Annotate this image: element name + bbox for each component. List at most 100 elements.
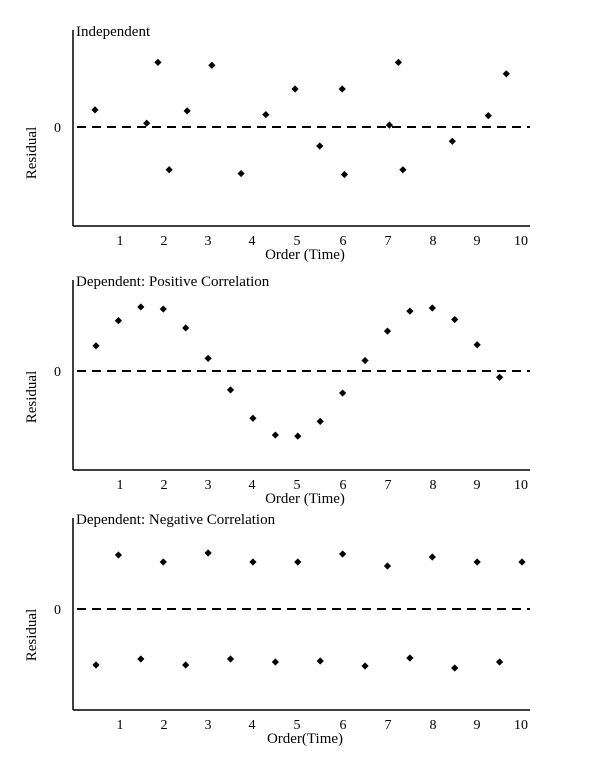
x-tick-label: 2 bbox=[161, 718, 168, 733]
x-tick-label: 4 bbox=[249, 478, 256, 493]
y-axis-title: Residual bbox=[24, 127, 40, 180]
x-tick-label: 5 bbox=[294, 718, 301, 733]
data-point bbox=[165, 166, 173, 174]
x-tick-label: 8 bbox=[430, 478, 437, 493]
data-point bbox=[226, 386, 235, 394]
x-axis-title: Order (Time) bbox=[265, 247, 345, 263]
data-point bbox=[383, 327, 392, 335]
data-point bbox=[114, 551, 123, 559]
data-point bbox=[159, 305, 167, 313]
data-point bbox=[271, 658, 279, 666]
data-point bbox=[249, 558, 257, 566]
data-point bbox=[451, 315, 459, 324]
data-point bbox=[502, 70, 510, 78]
data-point bbox=[338, 85, 346, 93]
y-tick-label: 0 bbox=[54, 603, 61, 618]
x-tick-label: 3 bbox=[205, 234, 212, 249]
data-point bbox=[294, 558, 302, 566]
data-point bbox=[262, 111, 270, 119]
y-axis-title: Residual bbox=[24, 609, 40, 662]
data-point bbox=[92, 342, 100, 350]
residual-panel-3: Dependent: Negative Correlation 0 Residual… bbox=[24, 512, 530, 747]
x-tick-label: 7 bbox=[385, 234, 392, 249]
data-point bbox=[451, 664, 459, 672]
x-tick-label: 9 bbox=[474, 718, 481, 733]
data-point bbox=[291, 85, 299, 93]
data-point bbox=[237, 169, 245, 178]
x-tick-label: 2 bbox=[161, 478, 168, 493]
x-tick-label: 5 bbox=[294, 478, 301, 493]
data-point bbox=[316, 142, 324, 150]
x-tick-label: 6 bbox=[340, 718, 347, 733]
panel-title: Independent bbox=[76, 24, 151, 40]
x-tick-label: 2 bbox=[161, 234, 168, 249]
data-point bbox=[428, 553, 436, 561]
x-tick-label: 3 bbox=[205, 718, 212, 733]
data-point bbox=[495, 373, 504, 381]
data-point bbox=[339, 550, 347, 558]
data-point bbox=[340, 170, 349, 179]
data-point bbox=[385, 121, 394, 129]
y-axis-title: Residual bbox=[24, 371, 40, 424]
x-tick-label: 6 bbox=[340, 234, 347, 249]
panel-title: Dependent: Negative Correlation bbox=[76, 512, 276, 528]
data-point bbox=[143, 119, 151, 127]
x-tick-label: 8 bbox=[430, 234, 437, 249]
data-point bbox=[183, 107, 191, 115]
y-tick-label: 0 bbox=[54, 121, 61, 136]
data-point bbox=[204, 549, 212, 557]
x-tick-label: 10 bbox=[514, 478, 528, 493]
data-point bbox=[361, 356, 369, 365]
x-tick-label: 6 bbox=[340, 478, 347, 493]
data-point bbox=[92, 661, 100, 669]
y-tick-label: 0 bbox=[54, 365, 61, 380]
data-point bbox=[473, 341, 481, 349]
data-point bbox=[114, 317, 123, 325]
x-tick-label: 7 bbox=[385, 718, 392, 733]
x-tick-label: 1 bbox=[117, 234, 124, 249]
data-point bbox=[271, 431, 279, 439]
data-point bbox=[226, 655, 235, 663]
data-point bbox=[316, 417, 324, 425]
x-tick-label: 9 bbox=[474, 478, 481, 493]
x-tick-label: 3 bbox=[205, 478, 212, 493]
data-point bbox=[154, 58, 162, 66]
data-point bbox=[448, 137, 456, 145]
data-point bbox=[137, 303, 145, 311]
x-axis-title: Order(Time) bbox=[267, 731, 343, 747]
data-point bbox=[518, 558, 526, 566]
data-point bbox=[182, 661, 190, 669]
residual-panel-1: Independent 0 Residual 1 2 3 4 5 6 7 8 9 10 Order (Ti… bbox=[24, 24, 530, 263]
data-point bbox=[406, 307, 414, 315]
data-point bbox=[484, 112, 492, 120]
data-point bbox=[159, 558, 167, 566]
x-tick-label: 10 bbox=[514, 718, 528, 733]
data-point bbox=[428, 304, 436, 312]
x-tick-label: 4 bbox=[249, 234, 256, 249]
x-tick-label: 8 bbox=[430, 718, 437, 733]
data-point bbox=[182, 324, 190, 332]
data-point bbox=[394, 58, 402, 66]
x-tick-label: 1 bbox=[117, 718, 124, 733]
residual-panel-2: Dependent: Positive Correlation 0 Residual… bbox=[24, 274, 530, 507]
data-point bbox=[91, 106, 99, 114]
data-point bbox=[495, 658, 504, 666]
data-point bbox=[249, 414, 257, 422]
x-tick-label: 4 bbox=[249, 718, 256, 733]
x-axis-title: Order (Time) bbox=[265, 491, 345, 507]
data-point bbox=[204, 354, 212, 362]
data-point bbox=[399, 166, 407, 174]
panel-title: Dependent: Positive Correlation bbox=[76, 274, 270, 290]
data-point bbox=[383, 562, 392, 570]
x-tick-label: 1 bbox=[117, 478, 124, 493]
x-tick-label: 9 bbox=[474, 234, 481, 249]
data-point bbox=[316, 657, 324, 665]
data-point bbox=[137, 655, 145, 663]
data-point bbox=[294, 432, 302, 440]
data-point bbox=[339, 389, 347, 397]
x-tick-label: 7 bbox=[385, 478, 392, 493]
data-point bbox=[406, 654, 414, 662]
x-tick-label: 10 bbox=[514, 234, 528, 249]
data-point bbox=[473, 558, 481, 566]
